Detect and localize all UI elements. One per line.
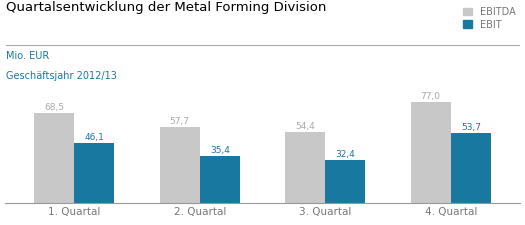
Bar (411, 102, 451, 202)
Text: 53,7: 53,7 (461, 123, 481, 132)
Text: Geschäftsjahr 2012/13: Geschäftsjahr 2012/13 (6, 71, 117, 81)
Bar (326, 160, 365, 202)
Text: 54,4: 54,4 (295, 122, 315, 131)
Text: Mio. EUR: Mio. EUR (6, 51, 49, 61)
Legend: EBITDA, EBIT: EBITDA, EBIT (463, 7, 516, 29)
Text: 77,0: 77,0 (421, 92, 440, 101)
Text: 32,4: 32,4 (335, 150, 355, 159)
Text: 68,5: 68,5 (44, 104, 64, 112)
Text: Quartalsentwicklung der Metal Forming Division: Quartalsentwicklung der Metal Forming Di… (6, 1, 327, 14)
Text: 46,1: 46,1 (85, 133, 104, 142)
Bar (451, 133, 491, 202)
Text: 35,4: 35,4 (210, 146, 230, 155)
Bar (160, 128, 200, 202)
Text: 57,7: 57,7 (170, 117, 190, 126)
Bar (285, 132, 326, 202)
Bar (200, 156, 240, 202)
Bar (74, 143, 114, 202)
Bar (34, 113, 74, 202)
